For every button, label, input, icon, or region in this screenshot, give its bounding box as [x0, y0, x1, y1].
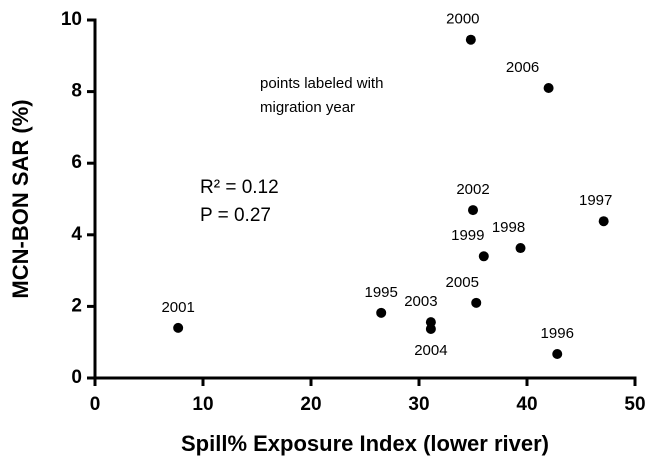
- point: [425, 323, 436, 334]
- x-tick-label: 10: [192, 394, 213, 415]
- point-label: 2001: [161, 299, 194, 316]
- annotation: migration year: [260, 99, 355, 116]
- y-tick-label: 6: [71, 152, 82, 173]
- point: [515, 243, 526, 254]
- y-tick-label: 0: [71, 367, 82, 388]
- point-label: 1999: [451, 227, 484, 244]
- point: [552, 349, 563, 360]
- point-label: 1998: [492, 219, 525, 236]
- annotation: points labeled with: [260, 75, 383, 92]
- x-tick-label: 50: [624, 394, 645, 415]
- y-tick-label: 4: [71, 224, 82, 245]
- point: [465, 34, 476, 45]
- point-label: 1996: [541, 325, 574, 342]
- point-label: 2004: [414, 342, 447, 359]
- point-label: 2003: [404, 293, 437, 310]
- x-tick-label: 0: [90, 394, 101, 415]
- x-axis-title: Spill% Exposure Index (lower river): [181, 431, 549, 456]
- x-tick-label: 40: [516, 394, 537, 415]
- point-label: 2000: [446, 11, 479, 28]
- point: [376, 307, 387, 318]
- point: [543, 83, 554, 94]
- point: [468, 205, 478, 216]
- point-label: 2002: [456, 181, 489, 198]
- point: [478, 251, 489, 262]
- x-tick-label: 30: [408, 394, 429, 415]
- y-tick-label: 8: [71, 81, 82, 102]
- point-label: 2005: [446, 274, 479, 291]
- y-tick-label: 2: [71, 295, 82, 316]
- point: [471, 297, 482, 308]
- y-tick-label: 10: [61, 9, 82, 30]
- point-label: 1995: [365, 284, 398, 301]
- point: [173, 322, 184, 333]
- x-tick-label: 20: [300, 394, 321, 415]
- point-label: 2006: [506, 59, 539, 76]
- point: [598, 216, 609, 227]
- y-axis-title: MCN-BON SAR (%): [8, 99, 33, 298]
- point-label: 1997: [579, 192, 612, 209]
- annotation: P = 0.27: [200, 205, 271, 226]
- annotation: R² = 0.12: [200, 177, 279, 198]
